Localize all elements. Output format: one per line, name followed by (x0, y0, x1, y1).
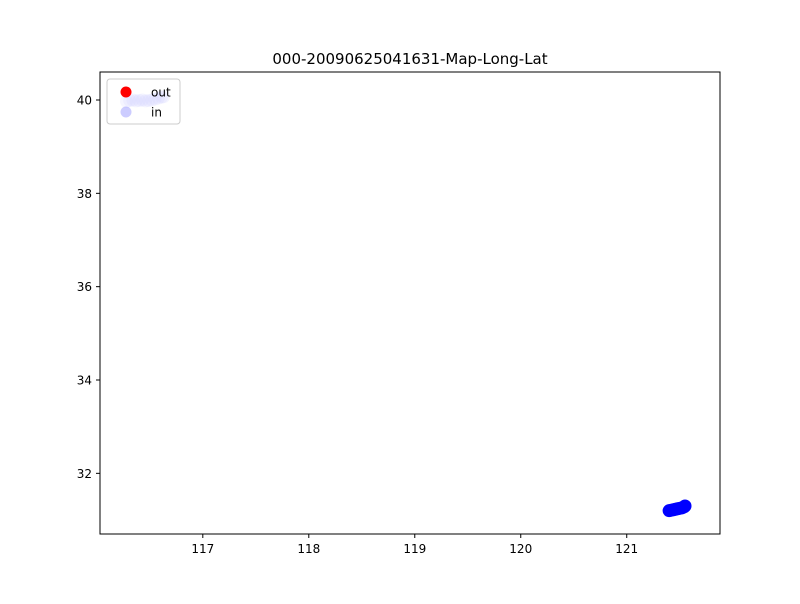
y-tick-label: 32 (77, 467, 92, 481)
x-tick-label: 119 (403, 542, 426, 556)
y-tick-label: 34 (77, 374, 92, 388)
y-axis: 32 34 36 38 40 (77, 94, 100, 481)
y-tick-label: 40 (77, 94, 92, 108)
legend-marker-in (120, 106, 132, 118)
legend-label-in: in (151, 106, 162, 120)
x-axis: 117 118 119 120 121 (191, 534, 638, 556)
legend-label-out: out (151, 86, 171, 100)
legend: out in (106, 78, 181, 125)
x-tick-label: 118 (297, 542, 320, 556)
y-tick-label: 36 (77, 280, 92, 294)
plot-area-frame (99, 71, 721, 535)
data-point (678, 499, 692, 513)
chart-title: 000-20090625041631-Map-Long-Lat (272, 50, 547, 68)
x-tick-label: 120 (509, 542, 532, 556)
legend-marker-out (120, 86, 132, 98)
x-tick-label: 117 (191, 542, 214, 556)
x-tick-label: 121 (615, 542, 638, 556)
y-tick-label: 38 (77, 187, 92, 201)
